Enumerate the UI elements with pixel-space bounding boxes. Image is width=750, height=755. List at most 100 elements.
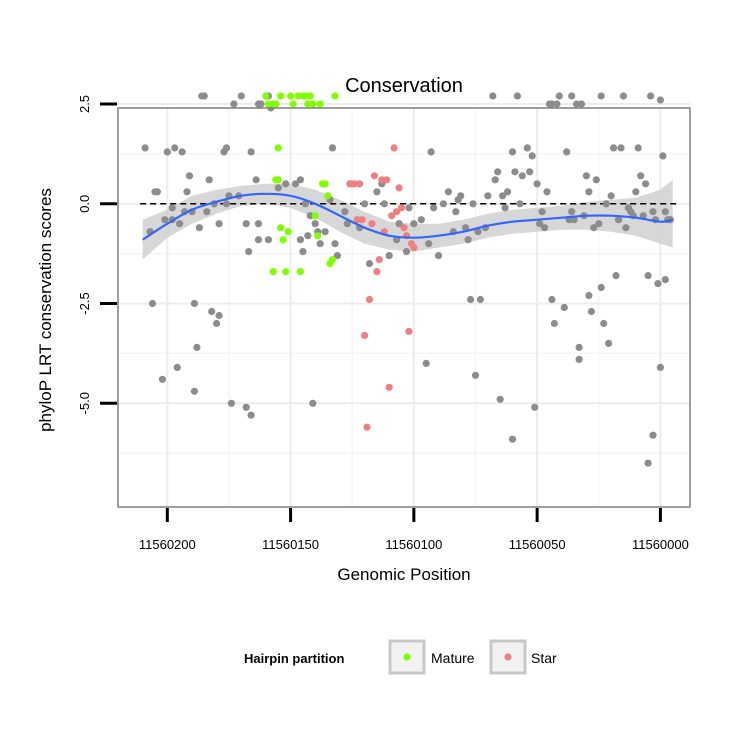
point-other <box>659 152 667 160</box>
point-other <box>430 204 438 212</box>
point-other <box>563 148 571 156</box>
point-mature <box>309 100 317 108</box>
point-other <box>647 92 655 100</box>
point-other <box>654 280 662 288</box>
point-other <box>425 240 433 248</box>
point-star <box>383 176 391 184</box>
point-star <box>375 256 383 264</box>
point-other <box>491 176 499 184</box>
point-other <box>582 172 591 180</box>
point-other <box>595 220 603 228</box>
point-other <box>536 220 544 228</box>
point-other <box>553 100 561 108</box>
confidence-band <box>142 179 673 260</box>
point-other <box>311 220 319 228</box>
point-other <box>637 172 645 180</box>
point-other <box>158 375 166 383</box>
legend-title: Hairpin partition <box>244 651 344 666</box>
point-other <box>619 92 628 100</box>
y-tick-label: -2.5 <box>77 292 92 314</box>
point-star <box>400 224 408 232</box>
point-mature <box>314 232 322 240</box>
smooth-line <box>142 192 673 241</box>
point-star <box>397 204 406 212</box>
point-other <box>365 260 374 268</box>
point-other <box>373 188 381 196</box>
point-other <box>575 355 583 363</box>
point-other <box>585 188 593 196</box>
point-other <box>597 283 605 292</box>
point-other <box>178 148 186 156</box>
point-other <box>575 343 583 351</box>
x-tick-label: 11560100 <box>385 537 442 552</box>
point-other <box>242 403 250 411</box>
point-other <box>153 188 161 196</box>
point-other <box>203 208 211 216</box>
point-other <box>161 216 169 224</box>
point-other <box>215 220 223 228</box>
point-other <box>402 248 411 256</box>
point-other <box>176 220 184 228</box>
point-mature <box>272 176 280 184</box>
point-other <box>550 319 559 328</box>
legend: Hairpin partition Mature Star <box>244 639 557 675</box>
point-other <box>200 92 208 100</box>
point-other <box>439 200 447 208</box>
point-other <box>462 224 470 232</box>
point-other <box>230 100 238 108</box>
point-other <box>296 236 304 244</box>
point-other <box>467 295 475 304</box>
point-mature <box>274 144 282 152</box>
point-other <box>385 252 393 260</box>
point-other <box>508 435 517 443</box>
point-star <box>361 331 369 339</box>
point-other <box>222 200 231 208</box>
point-other <box>540 224 549 232</box>
point-other <box>570 216 578 224</box>
point-other <box>634 144 642 152</box>
point-other <box>484 192 492 200</box>
point-mature <box>328 256 337 264</box>
point-mature <box>331 92 339 100</box>
axes: 11560200 11560150 11560100 11560050 11560000… <box>77 95 689 552</box>
point-mature <box>287 92 295 100</box>
point-other <box>622 224 630 232</box>
point-other <box>513 92 522 100</box>
point-star <box>373 268 381 276</box>
point-other <box>183 188 191 196</box>
point-other <box>585 291 593 300</box>
point-other <box>531 403 539 411</box>
point-other <box>592 176 600 184</box>
point-other <box>163 148 171 156</box>
points-layer <box>141 92 674 467</box>
point-star <box>356 180 364 188</box>
point-other <box>610 144 618 152</box>
point-other <box>291 180 300 188</box>
point-other <box>343 220 351 228</box>
point-other <box>508 148 517 156</box>
point-other <box>141 144 149 152</box>
point-other <box>304 232 312 240</box>
point-mature <box>282 268 290 276</box>
point-other <box>614 216 623 224</box>
point-other <box>405 204 413 212</box>
point-mature <box>277 92 285 100</box>
point-other <box>597 92 605 100</box>
point-mature <box>311 212 319 220</box>
point-other <box>299 248 307 256</box>
point-other <box>464 236 472 244</box>
point-other <box>602 200 610 208</box>
point-other <box>511 168 519 176</box>
point-mature <box>306 92 314 100</box>
panel-rect <box>118 108 690 507</box>
x-tick-label: 11560050 <box>509 537 566 552</box>
x-axis-label: Genomic Position <box>337 565 470 584</box>
point-other <box>590 224 598 232</box>
point-other <box>649 431 657 439</box>
point-other <box>242 220 250 228</box>
point-other <box>282 180 290 188</box>
point-other <box>252 176 260 184</box>
point-other <box>528 152 536 160</box>
point-other <box>213 319 221 328</box>
point-other <box>518 172 526 180</box>
